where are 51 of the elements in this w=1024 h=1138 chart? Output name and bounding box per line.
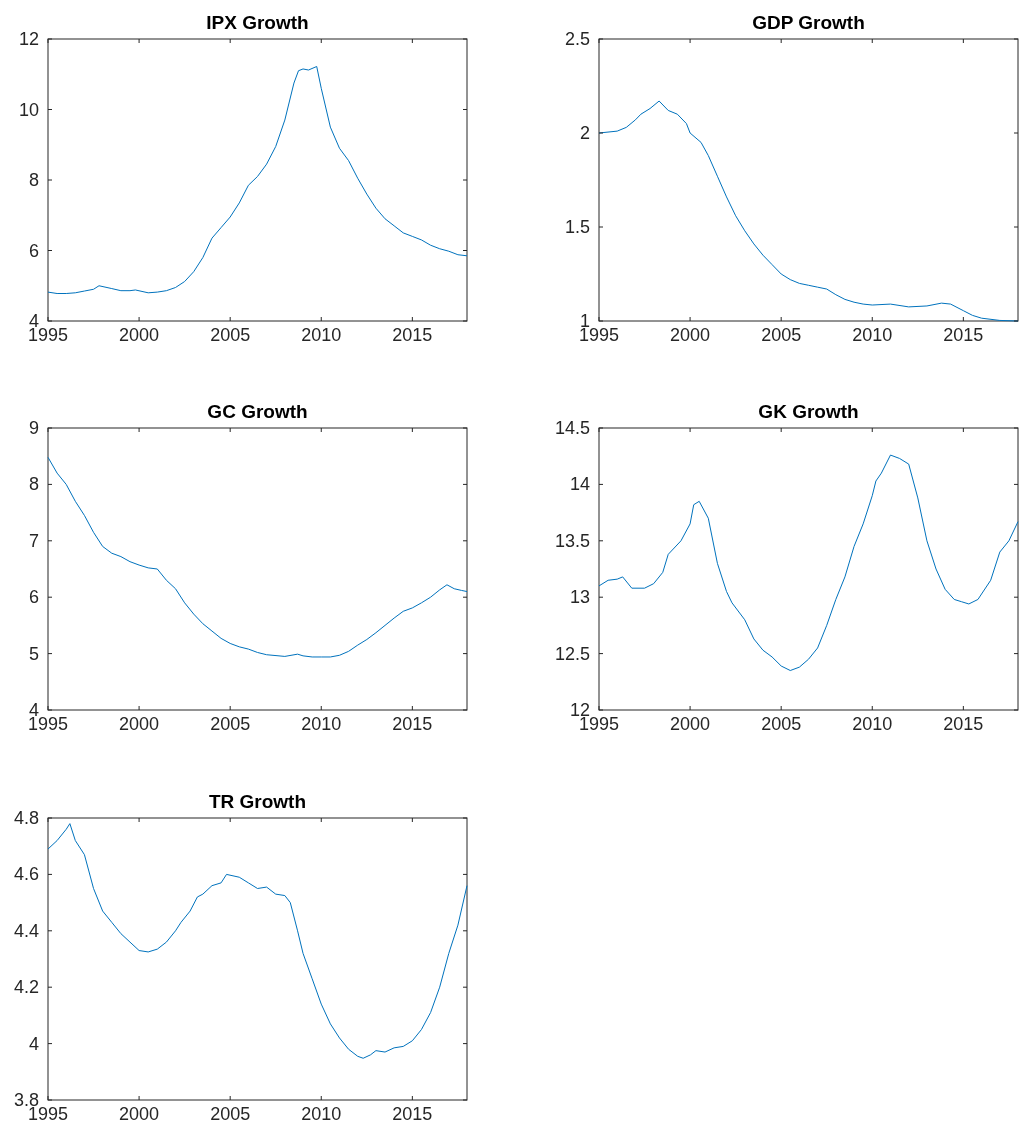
y-tick-label: 4.4 <box>13 920 39 941</box>
x-tick-label: 2015 <box>943 714 984 734</box>
y-tick-label: 4.8 <box>13 808 39 828</box>
y-tick-label: 8 <box>28 170 39 190</box>
x-tick-label: 2015 <box>392 1104 433 1124</box>
x-tick-label: 2000 <box>119 714 160 734</box>
x-tick-label: 2000 <box>670 714 711 734</box>
x-tick-label: 2015 <box>392 714 433 734</box>
y-tick-label: 12 <box>18 29 39 49</box>
chart-title: GC Growth <box>207 401 308 422</box>
y-tick-label: 2.5 <box>564 29 590 49</box>
y-tick-label: 2 <box>579 123 590 143</box>
y-tick-label: 4 <box>28 1033 39 1054</box>
line-series <box>47 823 468 1059</box>
y-tick-label: 9 <box>28 418 39 438</box>
chart-title: TR Growth <box>208 791 307 812</box>
y-tick-label: 6 <box>28 240 39 261</box>
x-tick-label: 2000 <box>119 1104 160 1124</box>
chart-title: GK Growth <box>758 401 859 422</box>
chart-title: IPX Growth <box>206 12 309 33</box>
x-tick-label: 2005 <box>210 325 251 345</box>
x-tick-label: 2015 <box>392 325 433 345</box>
y-tick-label: 12.5 <box>554 643 590 664</box>
x-tick-label: 2005 <box>210 1104 251 1124</box>
x-tick-label: 2005 <box>210 714 251 734</box>
x-tick-label: 2000 <box>670 325 711 345</box>
line-series <box>47 66 468 295</box>
x-tick-label: 2005 <box>761 714 802 734</box>
y-tick-label: 14.5 <box>554 418 590 438</box>
y-tick-label: 7 <box>28 530 39 551</box>
x-tick-label: 2015 <box>943 325 984 345</box>
y-tick-label: 8 <box>28 474 39 495</box>
y-tick-label: 13.5 <box>554 530 590 551</box>
x-tick-label: 2010 <box>301 714 342 734</box>
y-tick-label: 14 <box>569 474 590 495</box>
line-series <box>598 454 1019 672</box>
x-tick-label: 2010 <box>852 325 893 345</box>
x-tick-label: 2010 <box>852 714 893 734</box>
x-tick-label: 2010 <box>301 1104 342 1124</box>
chart-title: GDP Growth <box>752 12 865 33</box>
x-tick-label: 2010 <box>301 325 342 345</box>
line-series <box>47 456 468 658</box>
y-tick-label: 6 <box>28 587 39 608</box>
y-tick-label: 10 <box>18 99 39 120</box>
y-tick-label: 13 <box>569 587 590 608</box>
y-tick-label: 4.2 <box>13 977 39 998</box>
x-tick-label: 2005 <box>761 325 802 345</box>
x-tick-label: 2000 <box>119 325 160 345</box>
y-tick-label: 5 <box>28 643 39 664</box>
y-tick-label: 4.6 <box>13 864 39 885</box>
y-tick-label: 1.5 <box>564 217 590 237</box>
